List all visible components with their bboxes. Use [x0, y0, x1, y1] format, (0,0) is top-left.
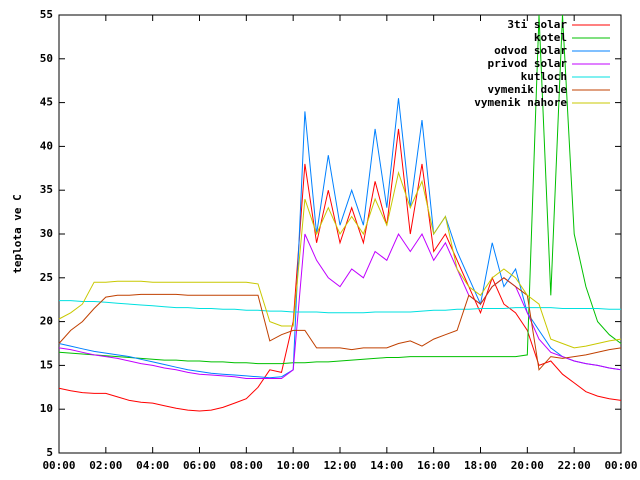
legend-label: odvod solar — [494, 44, 567, 57]
y-tick-label: 20 — [40, 315, 53, 328]
y-tick-label: 15 — [40, 358, 53, 371]
series-line — [58, 170, 622, 349]
legend-label: kotel — [534, 31, 567, 44]
plot-border — [58, 14, 622, 454]
x-tick-label: 22:00 — [558, 459, 591, 472]
x-tick-label: 06:00 — [183, 459, 216, 472]
legend-label: vymenik nahore — [474, 96, 567, 109]
series-line — [59, 300, 621, 314]
x-tick-label: 10:00 — [277, 459, 310, 472]
y-tick-label: 10 — [40, 402, 53, 415]
y-tick-label: 50 — [40, 52, 53, 65]
y-tick-label: 5 — [46, 446, 53, 459]
y-tick-label: 35 — [40, 183, 53, 196]
legend-label: 3ti solar — [507, 18, 567, 31]
y-tick-label: 25 — [40, 271, 53, 284]
series-line — [58, 14, 622, 365]
x-tick-label: 00:00 — [42, 459, 75, 472]
y-tick-label: 30 — [40, 227, 53, 240]
x-tick-label: 16:00 — [417, 459, 450, 472]
x-tick-label: 04:00 — [136, 459, 169, 472]
legend-label: kutloch — [521, 70, 567, 83]
y-tick-label: 40 — [40, 139, 53, 152]
x-tick-label: 20:00 — [511, 459, 544, 472]
series-line — [58, 128, 622, 412]
legend-label: privod solar — [488, 57, 568, 70]
x-tick-label: 02:00 — [89, 459, 122, 472]
x-tick-label: 18:00 — [464, 459, 497, 472]
legend-label: vymenik dole — [488, 83, 568, 96]
x-tick-label: 12:00 — [323, 459, 356, 472]
y-tick-label: 45 — [40, 96, 53, 109]
x-tick-label: 08:00 — [230, 459, 263, 472]
y-tick-label: 55 — [40, 8, 53, 21]
x-tick-label: 14:00 — [370, 459, 403, 472]
x-tick-label: 00:00 — [604, 459, 637, 472]
series-line — [58, 232, 622, 379]
y-axis-label: teplota ve C — [11, 194, 24, 273]
